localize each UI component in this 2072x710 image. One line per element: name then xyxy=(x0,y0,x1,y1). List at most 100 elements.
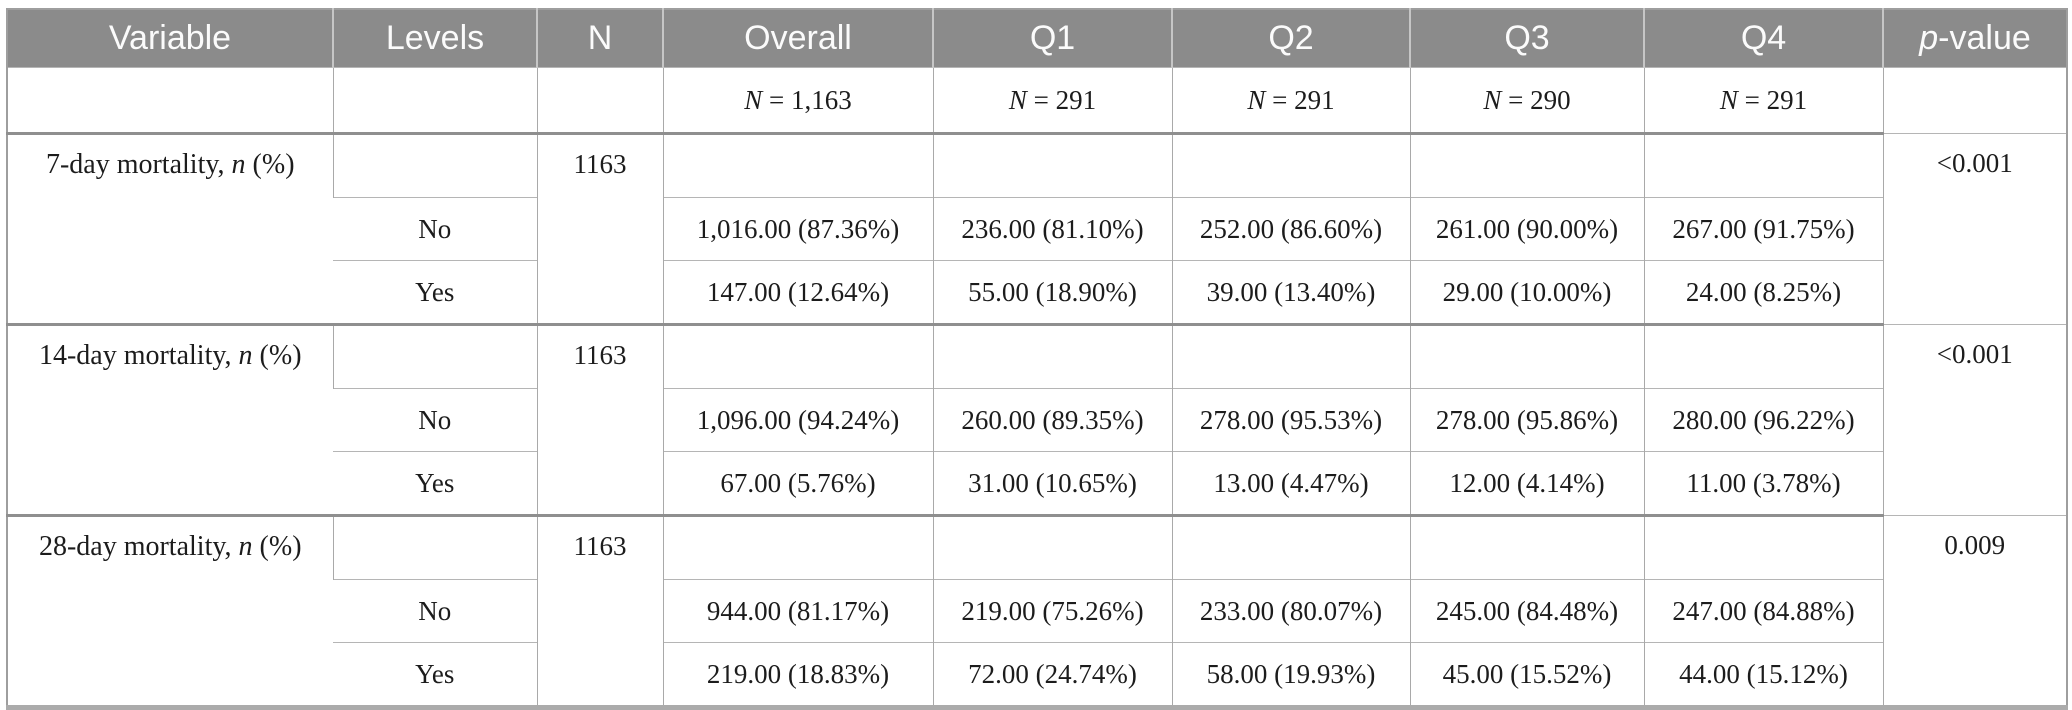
value-cell-q2: 13.00 (4.47%) xyxy=(1171,451,1410,516)
n-value: = 1,163 xyxy=(762,84,852,115)
pvalue-cell: <0.001 xyxy=(1882,324,2067,516)
variable-prefix: 14-day mortality, xyxy=(38,340,239,371)
col-header-pvalue: p-value xyxy=(1882,9,2067,68)
subheader-overall-count: N = 1,163 xyxy=(662,67,933,134)
pvalue-italic: p xyxy=(1919,19,1939,57)
value-cell-q1: 72.00 (24.74%) xyxy=(932,642,1172,708)
variable-cell: 28-day mortality, n (%) xyxy=(7,514,333,708)
value-cell-empty xyxy=(932,323,1172,389)
col-header-overall: Overall xyxy=(662,9,933,68)
variable-prefix: 28-day mortality, xyxy=(38,531,239,562)
n-value: = 290 xyxy=(1501,84,1571,115)
value-cell-q1: 31.00 (10.65%) xyxy=(932,451,1172,516)
value-cell-q1: 236.00 (81.10%) xyxy=(932,197,1172,261)
n-symbol: N xyxy=(1008,84,1027,115)
value-cell-empty xyxy=(1643,323,1883,389)
value-cell-q4: 267.00 (91.75%) xyxy=(1643,197,1883,261)
subheader-q1-count: N = 291 xyxy=(932,67,1172,134)
variable-italic: n xyxy=(238,531,253,562)
n-value: = 291 xyxy=(1026,84,1097,115)
subheader-q3-count: N = 290 xyxy=(1409,67,1644,134)
value-cell-q2: 252.00 (86.60%) xyxy=(1171,197,1410,261)
value-cell-q4: 247.00 (84.88%) xyxy=(1643,579,1883,643)
col-header-n: N xyxy=(536,9,663,68)
value-cell-q3: 278.00 (95.86%) xyxy=(1409,388,1644,452)
block-row-level: No 1,096.00 (94.24%) 260.00 (89.35%) 278.00… xyxy=(7,388,2067,452)
value-cell-empty xyxy=(1409,514,1644,580)
level-cell: Yes xyxy=(333,642,537,708)
value-cell-overall: 1,016.00 (87.36%) xyxy=(662,197,933,261)
pvalue-rest: -value xyxy=(1938,19,2031,57)
value-cell-q4: 280.00 (96.22%) xyxy=(1643,388,1883,452)
mortality-quartile-table: Variable Levels N Overall Q1 Q2 Q3 Q4 p-… xyxy=(6,8,2068,710)
value-cell-q2: 278.00 (95.53%) xyxy=(1171,388,1410,452)
subheader-variable-empty xyxy=(7,68,333,134)
block-row-level: Yes 147.00 (12.64%) 55.00 (18.90%) 39.00 (1… xyxy=(7,260,2067,325)
block-row-level: No 1,016.00 (87.36%) 236.00 (81.10%) 252.00… xyxy=(7,197,2067,261)
value-cell-q1: 260.00 (89.35%) xyxy=(932,388,1172,452)
variable-cell: 7-day mortality, n (%) xyxy=(7,132,333,325)
variable-italic: n xyxy=(231,149,246,180)
value-cell-overall: 944.00 (81.17%) xyxy=(662,579,933,643)
value-cell-empty xyxy=(1409,323,1644,389)
level-cell-empty xyxy=(332,514,537,580)
data-table: Variable Levels N Overall Q1 Q2 Q3 Q4 p-… xyxy=(6,8,2068,710)
value-cell-q2: 233.00 (80.07%) xyxy=(1171,579,1410,643)
subheader-q4-count: N = 291 xyxy=(1643,67,1883,134)
level-cell-empty xyxy=(332,132,537,198)
value-cell-q4: 11.00 (3.78%) xyxy=(1643,451,1883,516)
value-cell-empty xyxy=(1171,514,1410,580)
value-cell-q3: 261.00 (90.00%) xyxy=(1409,197,1644,261)
subheader-pvalue-empty xyxy=(1882,67,2067,134)
value-cell-empty xyxy=(662,132,933,198)
value-cell-q3: 45.00 (15.52%) xyxy=(1409,642,1644,708)
value-cell-empty xyxy=(1171,132,1410,198)
value-cell-empty xyxy=(1643,132,1883,198)
subheader-row: N = 1,163 N = 291 N = 291 N = 290 N = 29… xyxy=(7,67,2067,134)
value-cell-empty xyxy=(1409,132,1644,198)
level-cell: Yes xyxy=(333,451,537,516)
col-header-variable: Variable xyxy=(7,9,333,68)
value-cell-empty xyxy=(1643,514,1883,580)
subheader-q2-count: N = 291 xyxy=(1171,67,1410,134)
block-row-variable: 7-day mortality, n (%) 1163 <0.001 xyxy=(7,132,2067,325)
value-cell-overall: 147.00 (12.64%) xyxy=(662,260,933,325)
level-cell: No xyxy=(333,197,537,261)
value-cell-q4: 44.00 (15.12%) xyxy=(1643,642,1883,708)
value-cell-overall: 67.00 (5.76%) xyxy=(662,451,933,516)
n-symbol: N xyxy=(1483,84,1502,115)
col-header-q3: Q3 xyxy=(1409,9,1644,68)
block-row-variable: 14-day mortality, n (%) 1163 <0.001 xyxy=(7,323,2067,516)
value-cell-q4: 24.00 (8.25%) xyxy=(1643,260,1883,325)
col-header-q2: Q2 xyxy=(1171,9,1410,68)
value-cell-overall: 1,096.00 (94.24%) xyxy=(662,388,933,452)
col-header-levels: Levels xyxy=(332,9,537,68)
n-cell: 1163 xyxy=(536,323,663,516)
value-cell-q3: 12.00 (4.14%) xyxy=(1409,451,1644,516)
variable-suffix: (%) xyxy=(245,149,295,180)
level-cell: No xyxy=(333,579,537,643)
value-cell-q2: 39.00 (13.40%) xyxy=(1171,260,1410,325)
level-cell: Yes xyxy=(333,260,537,325)
subheader-n-empty xyxy=(536,67,663,134)
n-cell: 1163 xyxy=(536,132,663,325)
pvalue-cell: <0.001 xyxy=(1882,133,2067,325)
variable-prefix: 7-day mortality, xyxy=(45,149,232,180)
value-cell-empty xyxy=(662,323,933,389)
variable-suffix: (%) xyxy=(252,340,302,371)
value-cell-empty xyxy=(932,132,1172,198)
value-cell-empty xyxy=(932,514,1172,580)
subheader-levels-empty xyxy=(332,67,537,134)
variable-cell: 14-day mortality, n (%) xyxy=(7,323,333,516)
level-cell-empty xyxy=(332,323,537,389)
value-cell-q3: 29.00 (10.00%) xyxy=(1409,260,1644,325)
n-symbol: N xyxy=(744,84,763,115)
pvalue-cell: 0.009 xyxy=(1882,515,2067,708)
n-cell: 1163 xyxy=(536,514,663,708)
value-cell-q3: 245.00 (84.48%) xyxy=(1409,579,1644,643)
variable-italic: n xyxy=(238,340,253,371)
block-row-level: Yes 67.00 (5.76%) 31.00 (10.65%) 13.00 (4.4… xyxy=(7,451,2067,516)
block-row-level: No 944.00 (81.17%) 219.00 (75.26%) 233.00 (… xyxy=(7,579,2067,643)
header-row: Variable Levels N Overall Q1 Q2 Q3 Q4 p-… xyxy=(7,9,2067,68)
n-value: = 291 xyxy=(1737,84,1808,115)
